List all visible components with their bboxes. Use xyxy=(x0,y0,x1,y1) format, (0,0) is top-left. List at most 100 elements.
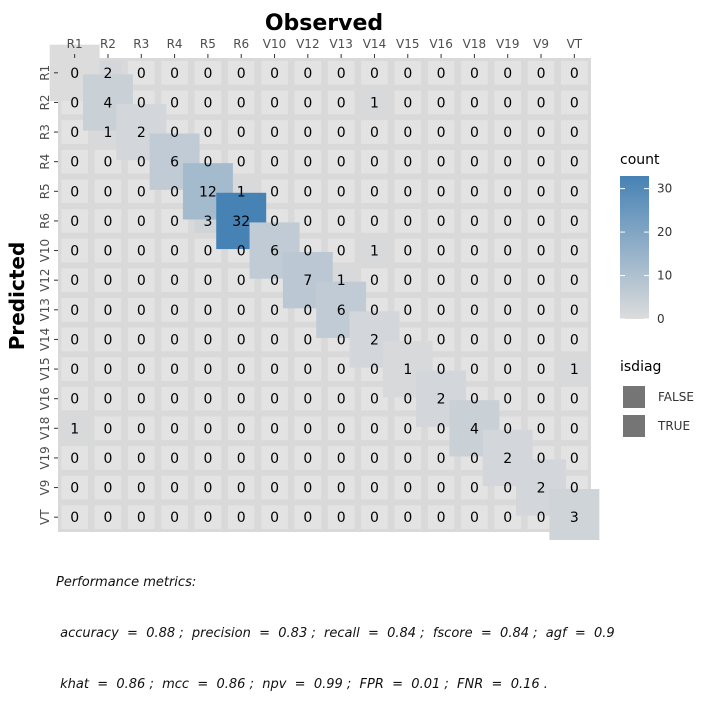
cell-value-label: 0 xyxy=(337,392,346,408)
heatmap-tiles xyxy=(49,44,600,540)
heatmap-cell xyxy=(94,238,122,263)
heatmap-cell xyxy=(261,386,288,411)
cell-value-label: 0 xyxy=(470,214,479,230)
cell-value-label: 0 xyxy=(403,273,412,289)
heatmap-cell xyxy=(494,60,522,85)
y-tick-label: V16 xyxy=(38,387,52,410)
cell-value-label: 0 xyxy=(470,481,479,497)
cell-value-label: 0 xyxy=(470,362,479,378)
cell-value-label: 0 xyxy=(437,273,446,289)
cell-value-label: 0 xyxy=(403,303,412,319)
heatmap-cell xyxy=(227,357,255,381)
heatmap-cell xyxy=(127,446,155,470)
heatmap-cell xyxy=(227,416,255,441)
heatmap-cell xyxy=(61,475,88,500)
cell-value-label: 0 xyxy=(270,273,279,289)
heatmap-cell xyxy=(494,268,522,293)
heatmap-cell xyxy=(61,386,88,411)
cell-value-label: 0 xyxy=(370,273,379,289)
heatmap-cell xyxy=(294,120,322,144)
cell-value-label: 0 xyxy=(503,244,512,260)
cell-value-label: 0 xyxy=(137,66,146,82)
x-tick-label: V10 xyxy=(263,37,286,51)
cell-value-label: 2 xyxy=(104,66,113,82)
heatmap-cell xyxy=(294,327,322,352)
heatmap-cell xyxy=(194,475,222,500)
heatmap-cell xyxy=(394,90,422,115)
cell-value-label: 1 xyxy=(337,273,346,289)
heatmap-cell xyxy=(327,475,355,500)
cell-value-label: 0 xyxy=(403,95,412,111)
cell-value-label: 0 xyxy=(270,155,279,171)
cell-value-label: 0 xyxy=(70,510,79,526)
cell-value-label: 0 xyxy=(237,392,246,408)
cell-value-label: 0 xyxy=(403,214,412,230)
cell-value-label: 0 xyxy=(337,184,346,200)
heatmap-cell xyxy=(161,475,188,500)
cell-value-label: 0 xyxy=(270,95,279,111)
cell-value-label: 0 xyxy=(203,451,212,467)
y-tick-label: V13 xyxy=(38,298,52,321)
cell-value-label: 0 xyxy=(503,510,512,526)
cell-value-label: 0 xyxy=(137,214,146,230)
cell-value-label: 0 xyxy=(370,214,379,230)
cell-value-label: 0 xyxy=(303,244,312,260)
heatmap-cell xyxy=(561,297,588,322)
cell-value-label: 0 xyxy=(270,332,279,348)
cell-value-label: 0 xyxy=(303,303,312,319)
heatmap-cell xyxy=(361,120,388,144)
cell-value-label: 0 xyxy=(570,155,579,171)
heatmap-cell xyxy=(194,120,222,144)
cell-value-label: 0 xyxy=(537,125,546,141)
cell-value-label: 0 xyxy=(503,273,512,289)
cell-value-label: 0 xyxy=(270,214,279,230)
cell-value-label: 0 xyxy=(470,332,479,348)
heatmap-cell xyxy=(261,475,288,500)
heatmap-cell xyxy=(127,209,155,233)
heatmap-cell xyxy=(561,357,588,381)
heatmap-cell xyxy=(494,505,522,530)
cell-value-label: 0 xyxy=(104,332,113,348)
heatmap-cell xyxy=(361,416,388,441)
y-tick-label: V15 xyxy=(38,357,52,380)
heatmap-cell xyxy=(561,327,588,352)
cell-value-label: 0 xyxy=(170,392,179,408)
cell-value-label: 0 xyxy=(270,481,279,497)
cell-value-label: 0 xyxy=(370,155,379,171)
cell-value-label: 0 xyxy=(137,244,146,260)
heatmap-cell xyxy=(327,416,355,441)
heatmap-cell xyxy=(361,475,388,500)
heatmap-cell xyxy=(294,60,322,85)
cell-value-label: 1 xyxy=(104,125,113,141)
cell-value-label: 0 xyxy=(104,303,113,319)
cell-value-label: 0 xyxy=(437,451,446,467)
heatmap-cell xyxy=(494,149,522,174)
cell-value-label: 0 xyxy=(203,244,212,260)
cell-value-label: 0 xyxy=(503,155,512,171)
heatmap-cell xyxy=(94,268,122,293)
cell-value-label: 0 xyxy=(237,303,246,319)
cell-value-label: 0 xyxy=(370,421,379,437)
y-tick-label: R6 xyxy=(38,213,52,229)
heatmap-cell xyxy=(161,268,188,293)
cell-value-label: 0 xyxy=(104,510,113,526)
cell-value-label: 0 xyxy=(337,510,346,526)
cell-value-label: 0 xyxy=(470,184,479,200)
heatmap-cell xyxy=(561,238,588,263)
heatmap-cell xyxy=(494,120,522,144)
y-tick-label: R4 xyxy=(38,154,52,170)
heatmap-cell xyxy=(527,238,555,263)
cell-value-label: 0 xyxy=(237,155,246,171)
color-legend-tick-label: 0 xyxy=(657,312,665,326)
cell-value-label: 0 xyxy=(303,421,312,437)
heatmap-diagonal-cell xyxy=(549,489,600,540)
cell-value-label: 0 xyxy=(270,303,279,319)
cell-value-label: 6 xyxy=(337,303,346,319)
heatmap-cell xyxy=(527,209,555,233)
heatmap-cell xyxy=(494,327,522,352)
heatmap-cell xyxy=(461,149,488,174)
cell-value-label: 0 xyxy=(437,155,446,171)
cell-value-label: 0 xyxy=(137,273,146,289)
heatmap-cell xyxy=(494,238,522,263)
cell-value-label: 0 xyxy=(503,362,512,378)
